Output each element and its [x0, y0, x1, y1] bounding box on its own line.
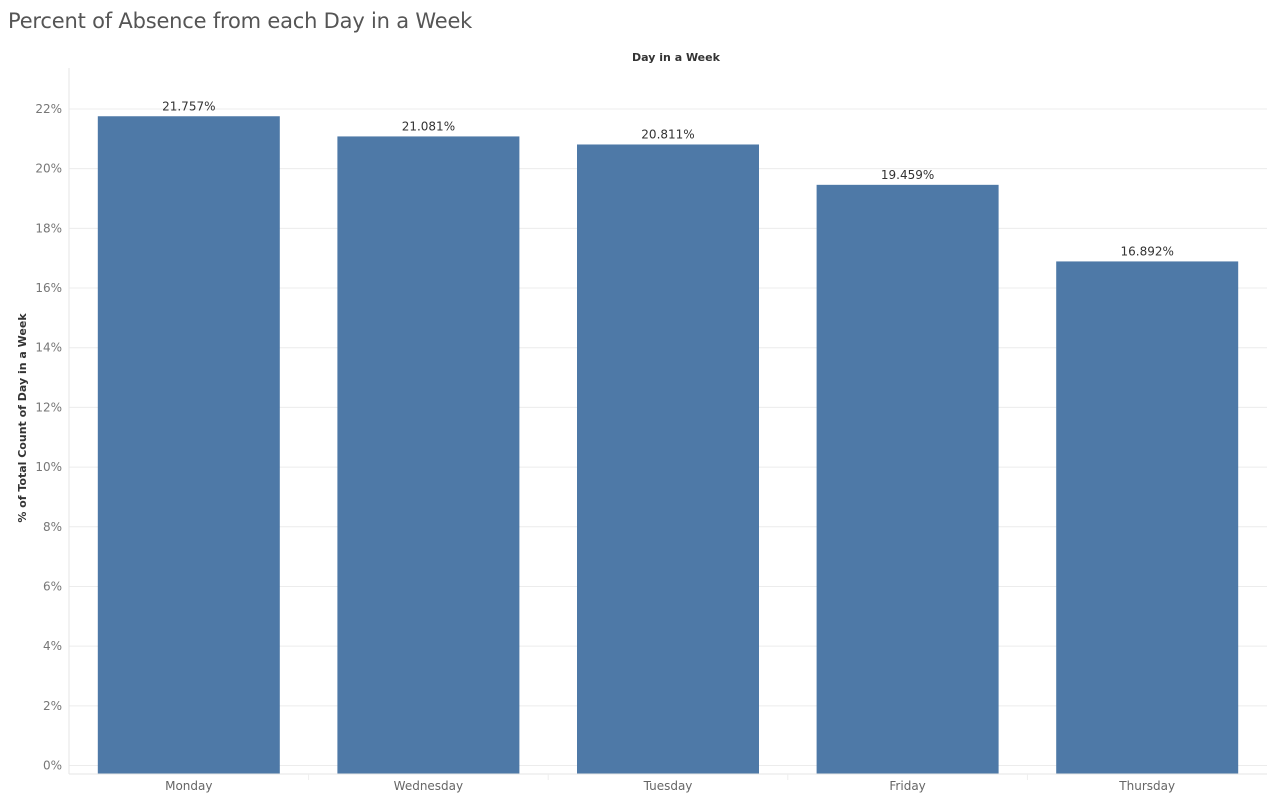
bars: [97, 116, 1239, 774]
y-tick-label: 14%: [35, 341, 62, 355]
x-tick-label: Wednesday: [394, 779, 463, 793]
bar-tuesday[interactable]: [577, 144, 759, 774]
y-tick-label: 12%: [35, 400, 62, 414]
x-tick-label: Tuesday: [643, 779, 693, 793]
x-axis: Monday Wednesday Tuesday Friday Thursday: [69, 773, 1267, 793]
y-tick-label: 20%: [35, 162, 62, 176]
y-tick-label: 4%: [43, 639, 62, 653]
y-tick-label: 16%: [35, 281, 62, 295]
data-label: 19.459%: [881, 168, 934, 182]
data-labels: 21.757% 21.081% 20.811% 19.459% 16.892%: [162, 99, 1174, 258]
data-label: 21.081%: [402, 119, 455, 133]
y-axis: 0% 2% 4% 6% 8% 10% 12% 14% 16% 18% 20% 22%: [35, 68, 70, 774]
x-tick-label: Monday: [165, 779, 212, 793]
bar-friday[interactable]: [816, 184, 999, 774]
x-tick-label: Friday: [889, 779, 925, 793]
y-axis-title: % of Total Count of Day in a Week: [16, 313, 29, 523]
y-tick-label: 18%: [35, 221, 62, 235]
data-label: 16.892%: [1121, 244, 1174, 258]
data-label: 20.811%: [641, 127, 694, 141]
y-tick-label: 2%: [43, 699, 62, 713]
y-tick-label: 22%: [35, 102, 62, 116]
y-tick-label: 0%: [43, 759, 62, 773]
bar-wednesday[interactable]: [337, 136, 520, 774]
x-axis-title: Day in a Week: [632, 51, 721, 64]
bar-monday[interactable]: [97, 116, 280, 774]
bar-thursday[interactable]: [1056, 261, 1239, 774]
y-tick-label: 8%: [43, 520, 62, 534]
y-tick-label: 6%: [43, 579, 62, 593]
data-label: 21.757%: [162, 99, 215, 113]
y-tick-label: 10%: [35, 460, 62, 474]
x-tick-label: Thursday: [1118, 779, 1175, 793]
chart-title: Percent of Absence from each Day in a We…: [8, 9, 473, 33]
